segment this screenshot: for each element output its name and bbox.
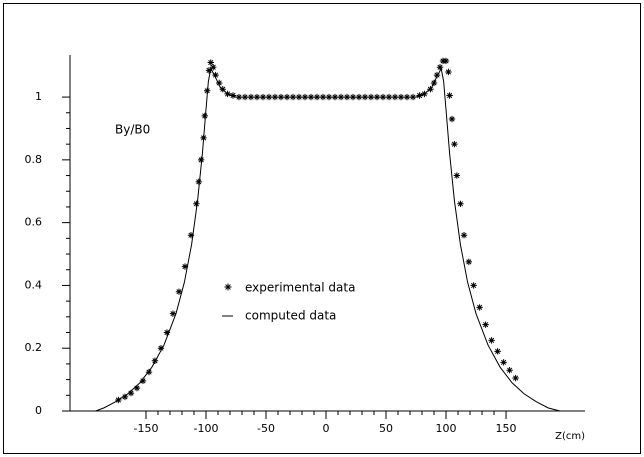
y-tick-label: 1 [35,90,42,103]
marker [512,374,519,382]
marker [133,384,141,392]
y-tick-label: 0 [35,404,42,417]
marker [488,337,495,344]
marker [448,115,456,123]
x-tick-label: 150 [496,422,517,435]
x-tick-label: -50 [257,422,275,435]
marker [187,231,195,239]
marker [470,282,477,289]
marker [506,366,513,374]
computed-line [95,67,561,412]
marker [482,321,489,328]
marker [494,348,501,355]
marker [121,393,129,401]
marker [457,200,464,208]
marker [445,68,452,76]
marker [500,359,507,366]
y-tick-label: 0.2 [25,341,43,354]
marker [127,389,135,397]
x-tick-label: 50 [379,422,393,435]
x-tick-label: 0 [322,422,329,435]
y-tick-label: 0.4 [25,278,43,291]
x-tick-label: -100 [193,422,218,435]
y-tick-label: 0.8 [25,153,43,166]
x-tick-label: -150 [133,422,158,435]
legend-label: experimental data [245,281,355,295]
marker [169,310,177,317]
annotation: By/B0 [115,123,150,137]
marker [453,172,461,179]
marker [465,258,473,266]
marker [446,92,453,99]
marker [205,67,213,74]
marker [224,283,232,291]
marker [197,156,205,164]
marker [212,71,219,79]
marker [476,304,483,311]
marker [433,71,441,79]
marker [442,57,450,65]
marker [163,329,171,336]
marker [139,377,147,385]
marker [451,140,458,148]
marker [157,345,165,352]
marker [209,64,217,71]
marker [436,64,444,71]
x-tick-label: 100 [436,422,457,435]
marker [460,231,468,239]
marker [175,288,183,295]
y-tick-label: 0.6 [25,216,43,229]
marker [181,263,189,270]
frame [3,3,641,454]
marker [195,178,202,186]
marker [207,59,214,66]
x-axis-label: Z(cm) [555,431,585,442]
legend-label: computed data [245,309,336,323]
marker [193,200,200,208]
marker [145,368,153,376]
marker [201,112,208,120]
marker [215,79,223,87]
